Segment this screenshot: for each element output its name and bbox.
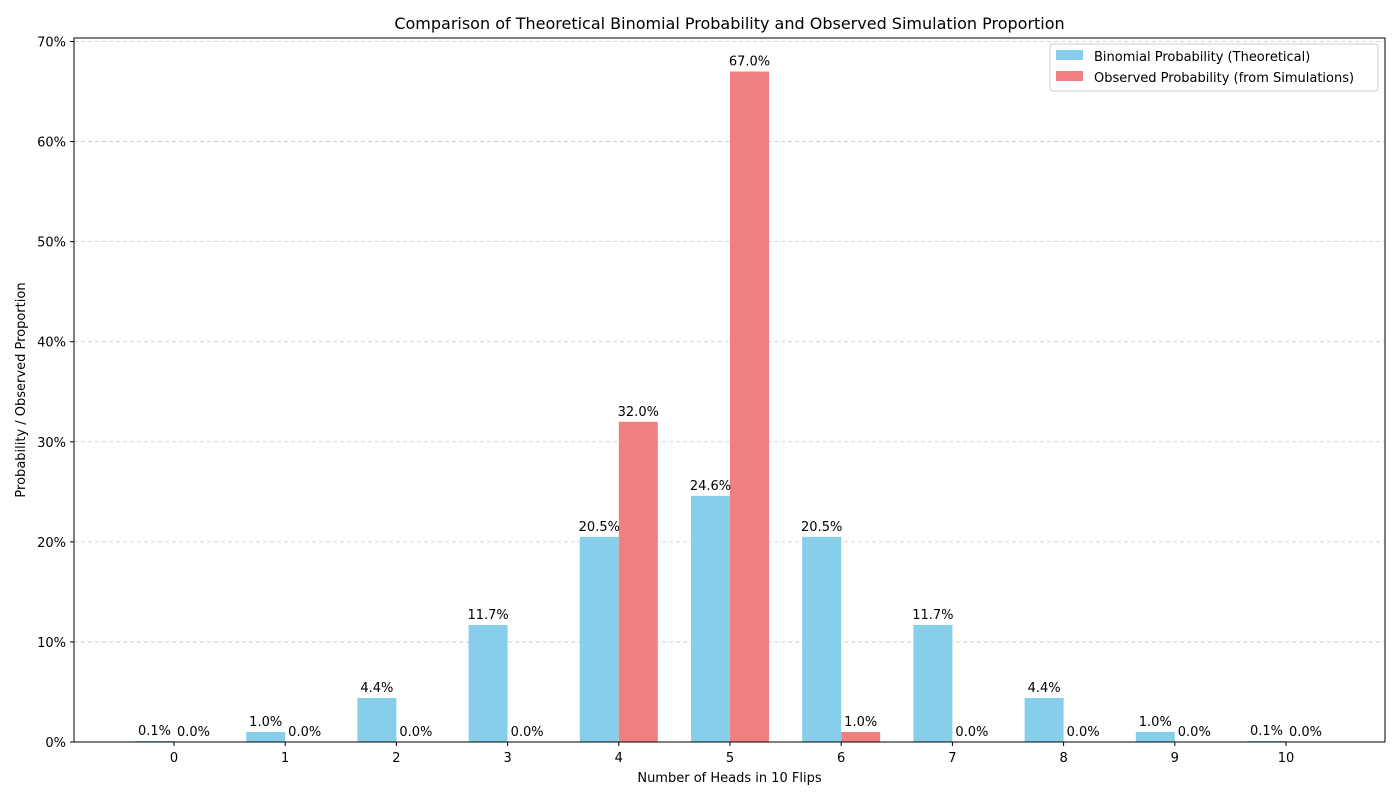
bar-binomial: [246, 731, 286, 742]
legend-label-observed: Observed Probability (from Simulations): [1094, 71, 1354, 86]
bar-binomial: [802, 536, 842, 742]
x-tick-label: 7: [948, 751, 956, 766]
legend-swatch-binomial: [1056, 50, 1083, 60]
bar-binomial: [135, 740, 174, 742]
legend: Binomial Probability (Theoretical) Obser…: [1049, 43, 1379, 92]
value-label-observed: 0.0%: [1067, 725, 1100, 740]
x-tick-label: 3: [503, 751, 511, 766]
value-label-observed: 1.0%: [844, 715, 877, 730]
bar-observed: [730, 71, 769, 743]
value-label-observed: 67.0%: [729, 55, 770, 70]
y-axis-label: Probability / Observed Proportion: [14, 282, 29, 497]
value-labels: 0.1% 1.0% 4.4% 11.7% 20.5% 24.6% 20.5% 11.7% 4.4…: [138, 55, 1322, 740]
x-tick-label: 8: [1059, 751, 1067, 766]
x-axis: 0 1 2 3 4 5 6 7 8 9 10: [170, 742, 1294, 766]
bars: [135, 71, 1286, 743]
y-tick-label: 10%: [37, 636, 66, 651]
value-label-binomial: 11.7%: [467, 608, 508, 623]
value-label-observed: 0.0%: [511, 725, 544, 740]
y-tick-label: 20%: [37, 536, 66, 551]
grid: [74, 41, 1385, 643]
value-label-observed: 0.0%: [177, 725, 210, 740]
value-label-observed: 0.0%: [1289, 725, 1322, 740]
legend-box: [1049, 43, 1379, 92]
value-label-binomial: 4.4%: [360, 681, 393, 696]
value-label-binomial: 4.4%: [1028, 681, 1061, 696]
bar-binomial: [691, 495, 730, 742]
x-tick-label: 0: [170, 751, 178, 766]
x-tick-label: 4: [615, 751, 623, 766]
x-tick-label: 2: [392, 751, 400, 766]
bar-binomial: [468, 624, 508, 742]
bar-binomial: [579, 536, 619, 742]
y-axis: 0% 10% 20% 30% 40% 50% 60% 70%: [37, 36, 74, 751]
bar-binomial: [1247, 740, 1286, 742]
y-tick-label: 50%: [37, 236, 66, 251]
value-label-binomial: 20.5%: [579, 520, 620, 535]
bar-observed: [618, 421, 658, 742]
value-label-binomial: 1.0%: [249, 715, 282, 730]
x-axis-label: Number of Heads in 10 Flips: [637, 771, 822, 786]
legend-swatch-observed: [1056, 71, 1083, 81]
value-label-binomial: 20.5%: [801, 520, 842, 535]
value-label-binomial: 0.1%: [138, 724, 171, 739]
value-label-observed: 0.0%: [955, 725, 988, 740]
y-tick-label: 70%: [37, 36, 66, 51]
bar-binomial: [913, 624, 953, 742]
value-label-observed: 0.0%: [288, 725, 321, 740]
value-label-binomial: 11.7%: [912, 608, 953, 623]
y-tick-label: 40%: [37, 336, 66, 351]
chart-title: Comparison of Theoretical Binomial Proba…: [394, 14, 1064, 33]
bar-binomial: [1024, 697, 1064, 742]
y-tick-label: 60%: [37, 136, 66, 151]
bar-binomial: [357, 697, 397, 742]
x-tick-label: 10: [1278, 751, 1295, 766]
x-tick-label: 6: [837, 751, 845, 766]
x-tick-label: 1: [281, 751, 289, 766]
x-tick-label: 9: [1171, 751, 1179, 766]
y-tick-label: 30%: [37, 436, 66, 451]
y-tick-label: 0%: [45, 736, 66, 751]
value-label-binomial: 24.6%: [690, 479, 731, 494]
bar-binomial: [1135, 731, 1175, 742]
value-label-binomial: 0.1%: [1250, 724, 1283, 739]
value-label-observed: 0.0%: [399, 725, 432, 740]
bar-observed: [841, 731, 881, 742]
legend-label-binomial: Binomial Probability (Theoretical): [1094, 50, 1310, 65]
value-label-binomial: 1.0%: [1139, 715, 1172, 730]
value-label-observed: 32.0%: [618, 405, 659, 420]
x-tick-label: 5: [726, 751, 734, 766]
value-label-observed: 0.0%: [1178, 725, 1211, 740]
